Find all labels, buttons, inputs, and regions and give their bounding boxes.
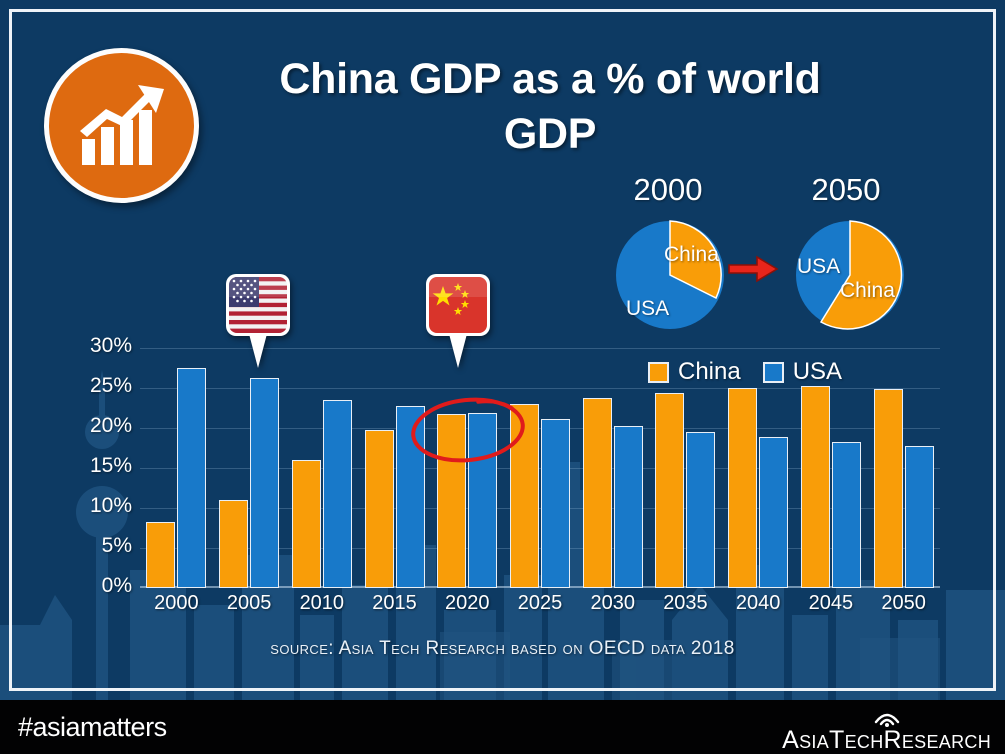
bar-usa[interactable] [686,432,716,588]
bar-usa[interactable] [831,442,861,588]
pie-2050-svg [796,220,904,330]
bar-group [291,348,352,588]
legend-swatch [762,361,784,383]
y-axis: 0% 5% 10% 15% 20% 25% 30% [66,334,132,597]
axis-baseline [140,586,940,588]
pie-chart-2000: China USA [612,217,728,338]
bar-china[interactable] [873,388,903,588]
footer-bar: #asiamatters AsiaTechResearch [0,700,1005,754]
brand-logo-badge [44,48,199,203]
footer-brand-text: AsiaTechResearch [782,726,991,754]
bar-china[interactable] [510,404,539,588]
bar-usa[interactable] [395,406,425,588]
x-axis-tick: 2020 [445,592,490,614]
bar-group [219,348,280,588]
bar-china[interactable] [364,430,394,588]
x-axis-tick: 2010 [299,592,345,614]
bar-china[interactable] [800,386,830,588]
pie-comparison-group: 2000 2050 China USA USA [590,172,940,352]
page-title: China GDP as a % of world GDP [279,55,821,159]
pie-2050-china-label: China [840,279,895,302]
bar-usa[interactable] [759,436,789,588]
bar-china[interactable] [291,460,321,588]
x-axis: 2000 2005 2010 2015 2020 2025 2030 2035 2040 2045… [140,592,940,622]
china-flag-pin [424,272,492,377]
bar-group [655,348,716,588]
x-axis-tick: 2045 [808,592,854,614]
y-axis-tick: 15% [89,454,132,477]
bar-group [728,348,789,588]
legend-swatch [648,361,669,383]
pie-2050-usa-label: USA [797,255,841,278]
y-axis-tick: 30% [89,334,132,357]
plot-area [140,348,940,588]
y-axis-tick: 5% [101,534,132,557]
signal-wave-icon [874,713,899,727]
gridline [140,388,940,389]
x-axis-tick: 2005 [226,592,272,614]
legend-label: China [678,358,741,385]
x-axis-tick: 2030 [590,592,635,614]
pie-chart-2050: USA China [792,217,908,338]
bar-group [873,348,934,588]
y-axis-tick: 25% [89,374,132,397]
bar-group [364,348,425,588]
x-axis-tick: 2025 [517,592,563,614]
bar-usa[interactable] [177,368,207,588]
gridline [140,428,940,429]
legend-item[interactable]: China [648,358,741,386]
bar-china[interactable] [728,388,758,588]
legend-label: USA [792,358,843,385]
bar-usa[interactable] [322,400,352,588]
bar-group [582,348,643,588]
x-axis-tick: 2040 [735,592,781,614]
bar-group [800,348,861,588]
pie-year-label-left: 2000 [633,172,703,207]
usa-flag-pin [224,272,292,377]
chart-legend: China USA [648,358,842,386]
gridline [140,348,940,349]
pie-2000-china-label: China [664,243,719,266]
legend-item[interactable]: USA [762,358,843,386]
bar-group [510,348,570,588]
source-note: source: Asia Tech Research based on OECD… [270,638,735,659]
x-axis-tick: 2050 [881,592,926,614]
gridline [140,468,940,469]
pie-2000-svg [616,220,724,329]
hashtag-label: #asiamatters [18,712,167,742]
main-panel: China GDP as a % of world GDP 2000 2050 … [0,0,1005,700]
bar-group [437,348,498,588]
x-axis-tick: 2035 [663,592,708,614]
bar-usa[interactable] [468,412,498,588]
right-arrow-icon [727,254,779,289]
footer-brand-logo: AsiaTechResearch [782,705,991,753]
y-axis-tick: 0% [101,574,132,597]
bar-usa[interactable] [904,446,934,588]
bar-group [146,348,207,588]
y-axis-tick: 10% [89,494,132,517]
x-axis-tick: 2015 [372,592,417,614]
pie-year-label-right: 2050 [811,172,881,207]
y-axis-tick: 20% [89,414,132,437]
gridline [140,508,940,509]
bar-china[interactable] [219,500,249,588]
bar-china[interactable] [655,392,685,588]
gridline [140,548,940,549]
bar-usa[interactable] [541,419,570,588]
pie-2000-usa-label: USA [626,297,670,320]
growth-chart-icon [79,84,164,165]
bar-usa[interactable] [250,377,280,588]
bar-china[interactable] [437,413,467,588]
bar-chart: 0% 5% 10% 15% 20% 25% 30% 2000 2005 2010 2015 2020… [66,334,940,622]
bar-china[interactable] [582,398,612,588]
x-axis-tick: 2000 [154,592,199,614]
bar-china[interactable] [146,522,176,588]
bar-usa[interactable] [613,426,643,588]
